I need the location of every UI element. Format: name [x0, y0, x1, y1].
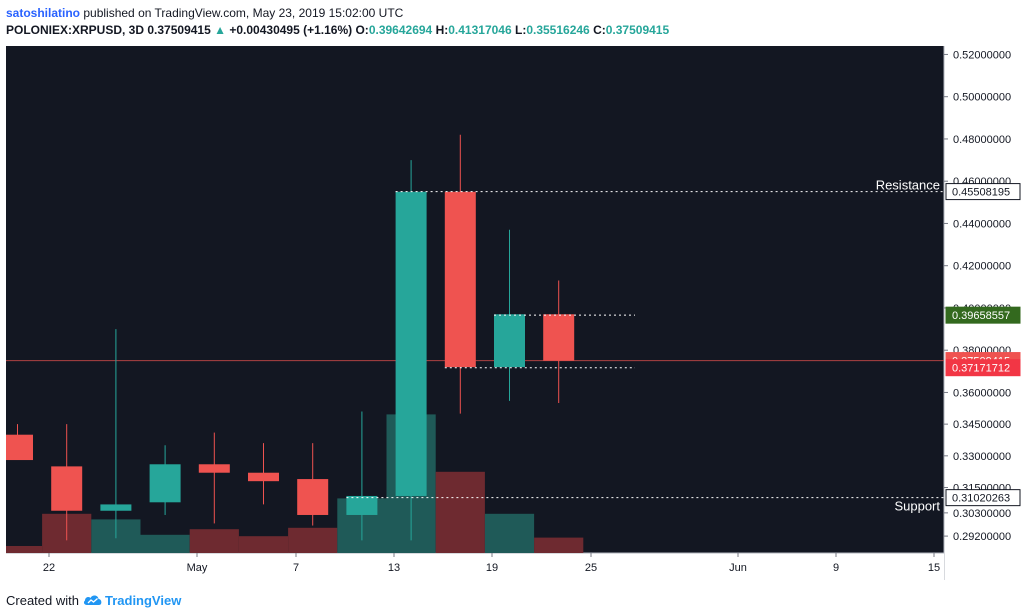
last-price: 0.37509415	[147, 23, 211, 37]
price-badge-label: 0.31020263	[952, 493, 1010, 505]
y-tick-label: 0.52000000	[953, 49, 1011, 61]
low-label: L:	[514, 23, 527, 37]
annotation-resistance: Resistance	[876, 177, 940, 192]
volume-bar	[484, 513, 535, 553]
symbol-line: POLONIEX:XRPUSD, 3D 0.37509415 ▲ +0.0043…	[6, 23, 669, 37]
candle-body[interactable]	[346, 495, 378, 515]
high-value: 0.41317046	[448, 23, 512, 37]
price-badge	[945, 489, 1021, 507]
created-with-label: Created with	[6, 592, 79, 608]
price-badge-label: 0.45508195	[952, 187, 1010, 199]
candle-body[interactable]	[198, 464, 230, 473]
change-arrow-icon: ▲	[214, 23, 227, 37]
chart-area[interactable]: Resistance Support 0.29200000 0.30300000 0.3…	[0, 40, 1024, 580]
volume-bar	[140, 534, 190, 553]
candle-body[interactable]	[149, 464, 181, 503]
candle-body[interactable]	[51, 466, 83, 511]
y-tick-label: 0.29200000	[953, 531, 1011, 543]
close-value: 0.37509415	[605, 23, 670, 37]
publish-info: published on TradingView.com, May 23, 20…	[83, 6, 404, 20]
author-link[interactable]: satoshilatino	[6, 6, 81, 20]
price-badge	[945, 183, 1021, 201]
open-value: 0.39642694	[368, 23, 433, 37]
time-axis[interactable]	[6, 553, 944, 580]
x-tick-label: 15	[928, 562, 940, 574]
candle-body[interactable]	[395, 191, 427, 496]
candlestick-chart[interactable]: Resistance Support 0.29200000 0.30300000 0.3…	[0, 40, 1024, 580]
candle-body[interactable]	[248, 472, 279, 482]
x-tick-label: 9	[833, 562, 839, 574]
publish-line: satoshilatino published on TradingView.c…	[6, 6, 403, 20]
chart-header: satoshilatino published on TradingView.c…	[0, 0, 1024, 40]
annotation-support: Support	[894, 499, 940, 514]
high-label: H:	[435, 23, 449, 37]
y-tick-label: 0.30300000	[953, 508, 1011, 520]
footer: Created with TradingView	[6, 590, 181, 610]
tradingview-brand[interactable]: TradingView	[83, 593, 181, 608]
candle-body[interactable]	[100, 504, 132, 511]
y-tick-label: 0.42000000	[953, 261, 1011, 273]
low-value: 0.35516246	[526, 23, 590, 37]
y-tick-label: 0.36000000	[953, 387, 1011, 399]
tradingview-brand-text: TradingView	[104, 592, 182, 608]
y-tick-label: 0.50000000	[953, 92, 1011, 104]
candle-body[interactable]	[444, 191, 476, 368]
x-tick-label: 22	[43, 562, 55, 574]
volume-bar	[435, 471, 485, 553]
volume-bar	[238, 536, 289, 553]
volume-bar	[288, 527, 338, 553]
candle-body[interactable]	[297, 479, 329, 515]
y-tick-label: 0.34500000	[953, 419, 1011, 431]
y-tick-label: 0.48000000	[953, 134, 1011, 146]
price-badge-label: 0.37171712	[952, 363, 1010, 375]
volume-bar	[534, 537, 584, 553]
x-tick-label: 7	[293, 562, 299, 574]
volume-bar	[189, 529, 239, 553]
candle-body[interactable]	[543, 314, 575, 361]
open-label: O:	[355, 23, 369, 37]
x-tick-label: May	[187, 562, 208, 574]
tradingview-cloud-icon	[83, 595, 102, 605]
x-tick-label: 13	[388, 562, 400, 574]
volume-bar	[6, 546, 43, 553]
candle-body[interactable]	[494, 314, 525, 368]
close-label: C:	[593, 23, 606, 37]
candle-body[interactable]	[6, 434, 33, 461]
x-tick-label: 19	[486, 562, 498, 574]
symbol-label: POLONIEX:XRPUSD, 3D	[6, 23, 145, 37]
x-tick-label: 25	[585, 562, 597, 574]
price-badge-label: 0.39658557	[952, 310, 1010, 322]
price-badge	[945, 306, 1021, 324]
price-badge	[945, 359, 1021, 377]
price-change: +0.00430495 (+1.16%)	[229, 23, 353, 37]
y-tick-label: 0.33000000	[953, 451, 1011, 463]
x-tick-label: Jun	[729, 562, 747, 574]
y-tick-label: 0.44000000	[953, 218, 1011, 230]
